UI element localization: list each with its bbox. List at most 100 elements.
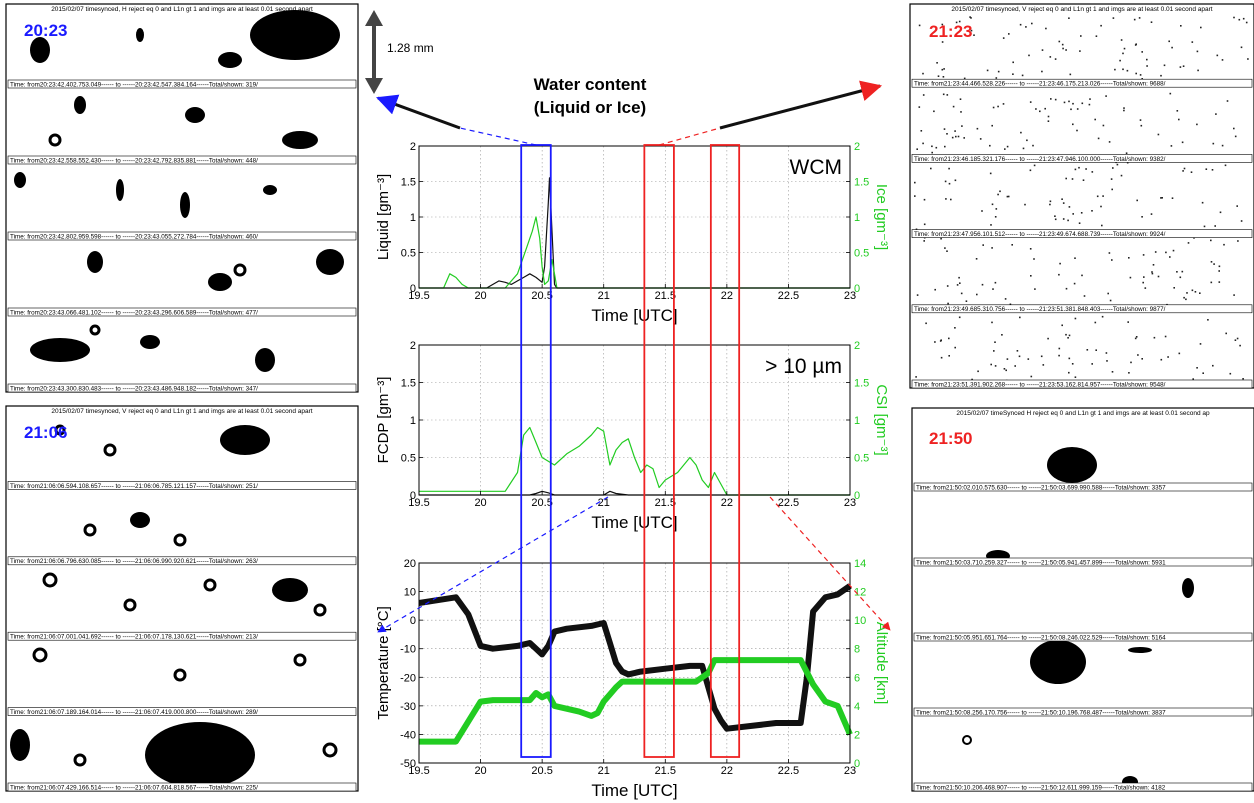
series-line-liquid <box>419 177 850 289</box>
y-axis-label: FCDP [gm⁻³] <box>375 377 392 464</box>
strip-time-bar <box>7 307 357 317</box>
x-tick-label: 21.5 <box>655 290 676 302</box>
image-header: 2015/02/07 timesynced, V reject eq 0 and… <box>951 6 1212 13</box>
y-tick-label: 0 <box>410 283 416 295</box>
x-tick-label: 19.5 <box>408 765 429 777</box>
strip-time-bar <box>7 556 357 566</box>
connector-line-blue <box>459 127 537 146</box>
image-panel-2150: 2015/02/07 timeSynced H reject eq 0 and … <box>911 407 1254 792</box>
strip-time-bar <box>913 557 1253 567</box>
x-tick-label: 22.5 <box>778 497 799 509</box>
x-tick-label: 19.5 <box>408 497 429 509</box>
strip-time-bar <box>911 229 1253 238</box>
panel-label-2150: 21:50 <box>929 429 972 448</box>
y-tick-label: 20 <box>404 558 416 570</box>
x-tick-label: 20.5 <box>531 765 552 777</box>
x-tick-label: 21 <box>598 497 610 509</box>
strip-time-bar <box>7 155 357 165</box>
x-tick-label: 22 <box>721 290 733 302</box>
strip-time-bar <box>7 79 357 89</box>
y-tick-label: 2 <box>410 340 416 352</box>
x-tick-label: 22.5 <box>778 765 799 777</box>
strip-time-label: Time: from21:06:06.796.630.085------ to … <box>10 558 258 565</box>
y2-tick-label: 2 <box>854 729 860 741</box>
strip-time-label: Time: from21:23:49.685.310.756------ to … <box>914 306 1166 313</box>
strip-time-label: Time: from21:06:06.594.108.657------ to … <box>10 483 258 490</box>
strip-time-bar <box>913 782 1253 792</box>
image-header: 2015/02/07 timesynced, V reject eq 0 and… <box>51 408 312 415</box>
strip-time-label: Time: from21:50:08.256.170.756------ to … <box>916 709 1166 716</box>
x-tick-label: 21.5 <box>655 497 676 509</box>
strip-time-bar <box>911 78 1253 88</box>
strip-time-label: Time: from21:50:03.710.259.327------ to … <box>916 559 1166 566</box>
panel-label-2123: 21:23 <box>929 22 972 41</box>
image-strips: Time: from20:23:42.402.753.049------ to … <box>7 78 1253 792</box>
x-tick-label: 20.5 <box>531 497 552 509</box>
y2-tick-label: 6 <box>854 672 860 684</box>
x-tick-label: 22 <box>721 497 733 509</box>
strip-time-label: Time: from21:50:10.206.468.907------ to … <box>916 784 1166 791</box>
y-tick-label: -40 <box>400 729 416 741</box>
y2-tick-label: 14 <box>854 558 866 570</box>
image-panel-2123: 2015/02/07 timesynced, V reject eq 0 and… <box>909 3 1254 389</box>
y-tick-label: 0.5 <box>401 248 416 260</box>
highlight-box-red <box>709 144 741 758</box>
chart-panel-2: 19.5 20 20.5 21 21.5 22 22.5 2300.511.5200.511.… <box>375 340 890 532</box>
scale-label: 1.28 mm <box>387 41 434 55</box>
x-tick-label: 21 <box>598 765 610 777</box>
series-line-altitude <box>419 657 853 745</box>
image-header: 2015/02/07 timeSynced H reject eq 0 and … <box>956 410 1210 417</box>
connector-arrow-red <box>769 496 891 631</box>
strip-time-bar <box>911 379 1253 389</box>
strip-time-label: Time: from20:23:43.066.481.102------ to … <box>10 309 258 316</box>
strip-time-label: Time: from20:23:42.402.753.049------ to … <box>10 81 258 88</box>
strip-time-label: Time: from21:50:05.951.651.764------ to … <box>916 634 1166 641</box>
title-line-1: Water content <box>534 75 647 94</box>
highlight-box-red <box>643 144 675 758</box>
x-tick-label: 19.5 <box>408 290 429 302</box>
strip-time-label: Time: from20:23:42.558.552.430------ to … <box>10 157 258 164</box>
strip-time-label: Time: from20:23:43.300.830.483------ to … <box>10 385 258 392</box>
y2-axis-label: Ice [gm⁻³] <box>873 184 890 250</box>
y2-tick-label: 0 <box>854 490 860 502</box>
strip-time-label: Time: from21:23:46.185.321.176------ to … <box>914 156 1166 163</box>
strip-time-label: Time: from21:06:07.429.166.514------ to … <box>10 784 258 791</box>
x-tick-label: 22 <box>721 765 733 777</box>
strip-time-label: Time: from21:50:02.010.575.630------ to … <box>916 484 1166 491</box>
strip-time-bar <box>913 707 1253 717</box>
y2-tick-label: 2 <box>854 340 860 352</box>
x-tick-label: 23 <box>844 497 856 509</box>
y-tick-label: 0.5 <box>401 453 416 465</box>
y-tick-label: 1.5 <box>401 177 416 189</box>
particle-blobs <box>14 10 344 372</box>
x-tick-label: 20.5 <box>531 290 552 302</box>
series-line-csi <box>419 426 850 496</box>
arrow-to-2123 <box>719 80 883 130</box>
strip-time-label: Time: from21:06:07.189.164.014------ to … <box>10 709 258 716</box>
y2-tick-label: 4 <box>854 701 860 713</box>
y2-tick-label: 1.5 <box>854 378 869 390</box>
strip-time-label: Time: from20:23:42.802.959.598------ to … <box>10 233 258 240</box>
y2-tick-label: 12 <box>854 587 866 599</box>
y2-tick-label: 2 <box>854 141 860 153</box>
x-tick-label: 22.5 <box>778 290 799 302</box>
x-tick-label: 21 <box>598 290 610 302</box>
x-tick-label: 20 <box>474 765 486 777</box>
strip-time-label: Time: from21:23:51.391.902.268------ to … <box>914 381 1166 388</box>
y-tick-label: 0 <box>410 615 416 627</box>
y-tick-label: 1 <box>410 212 416 224</box>
y2-tick-label: 1 <box>854 212 860 224</box>
strip-time-bar <box>7 782 357 792</box>
chart-annotation: > 10 µm <box>765 355 842 378</box>
strip-time-bar <box>7 631 357 641</box>
y-tick-label: 1.5 <box>401 378 416 390</box>
strip-time-bar <box>911 154 1253 163</box>
particle-rings <box>10 424 338 788</box>
overlay <box>376 80 891 758</box>
strip-time-label: Time: from21:23:44.466.528.226------ to … <box>914 81 1166 88</box>
y2-tick-label: 1.5 <box>854 177 869 189</box>
y2-tick-label: 10 <box>854 615 866 627</box>
y-tick-label: 1 <box>410 415 416 427</box>
x-tick-label: 23 <box>844 290 856 302</box>
